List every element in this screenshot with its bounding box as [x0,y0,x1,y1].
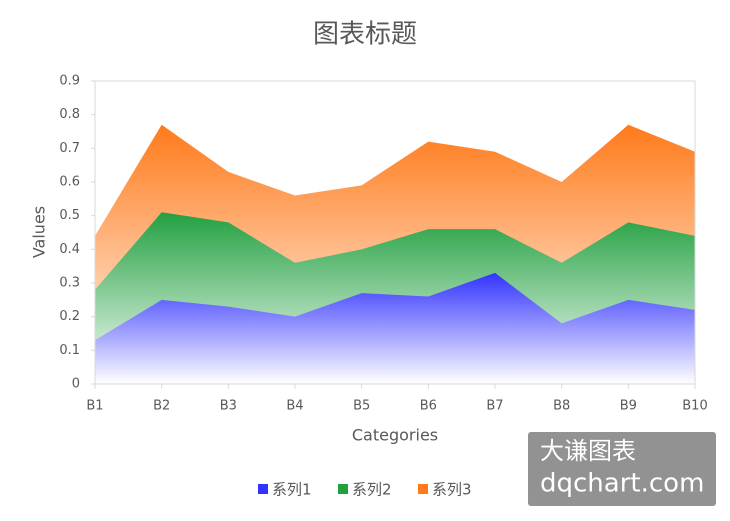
y-tick-label: 0.1 [59,343,80,358]
y-tick-label: 0.3 [59,276,80,291]
legend-swatch [418,484,428,494]
x-tick-label: B2 [153,399,170,414]
watermark-box [528,432,716,506]
x-tick-label: B8 [553,399,570,414]
legend-label: 系列2 [352,481,392,499]
x-tick-label: B1 [86,399,103,414]
x-tick-label: B5 [353,399,370,414]
x-tick-label: B9 [620,399,637,414]
x-tick-label: B3 [220,399,237,414]
watermark-text: 大谦图表 [540,437,636,465]
legend-swatch [338,484,348,494]
legend: 系列1 系列2 系列3 [258,481,472,499]
x-tick-label: B10 [682,399,707,414]
x-tick-label: B4 [286,399,303,414]
y-tick-label: 0.4 [59,242,80,257]
y-tick-label: 0.5 [59,208,80,223]
plot-border [94,80,696,385]
area [95,272,695,384]
y-axis-label: Values [30,206,49,258]
chart-title: 图表标题 [313,20,417,50]
y-tick-label: 0.9 [59,74,80,89]
x-axis-label: Categories [352,426,438,445]
x-tick-label: B6 [420,399,437,414]
legend-label: 系列1 [272,481,312,499]
y-tick-label: 0.2 [59,309,80,324]
y-tick-label: 0 [72,377,80,392]
watermark-text: dqchart.com [540,469,704,499]
y-tick-label: 0.8 [59,107,80,122]
x-tick-label: B7 [486,399,503,414]
y-tick-label: 0.6 [59,175,80,190]
legend-swatch [258,484,268,494]
plot-area [95,124,695,385]
legend-label: 系列3 [432,481,472,499]
y-tick-label: 0.7 [59,141,80,156]
